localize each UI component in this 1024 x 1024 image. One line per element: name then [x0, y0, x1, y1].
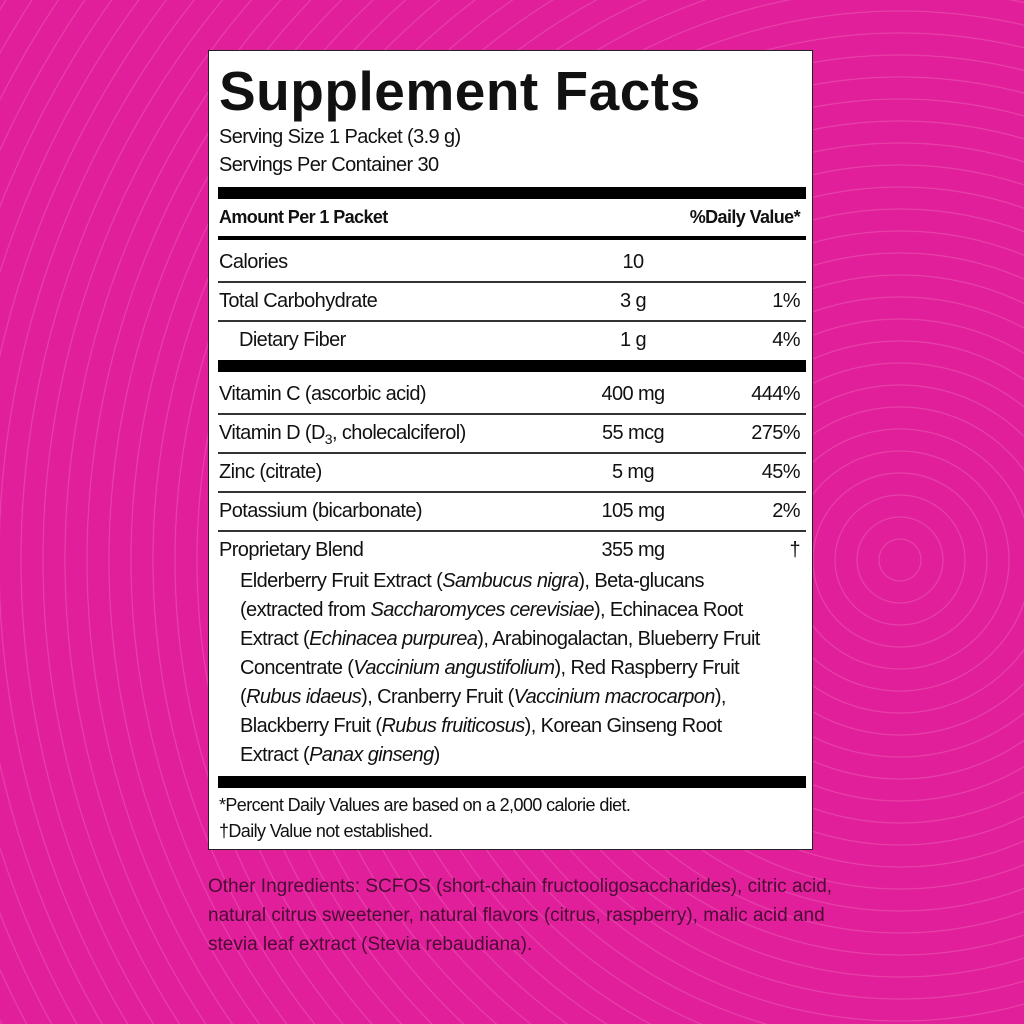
- serving-size: Serving Size 1 Packet (3.9 g): [219, 126, 461, 148]
- dv-header: %Daily Value*: [689, 207, 801, 227]
- nutrient-dv: 45%: [761, 461, 801, 483]
- ingredient-text: ), Red Raspberry Fruit: [554, 657, 740, 679]
- footnote-dv: *Percent Daily Values are based on a 2,0…: [219, 795, 631, 815]
- ingredient-text: (extracted from: [240, 599, 371, 621]
- row-divider: [218, 491, 806, 493]
- nutrient-amount: 10: [622, 251, 644, 273]
- name-part: Vitamin D (D: [219, 422, 325, 444]
- servings-per-container: Servings Per Container 30: [219, 154, 439, 176]
- nutrient-name: Potassium (bicarbonate): [219, 500, 423, 522]
- medium-divider: [218, 236, 806, 240]
- row-divider: [218, 452, 806, 454]
- ingredient-text: Elderberry Fruit Extract (: [240, 570, 443, 592]
- nutrient-name: Zinc (citrate): [219, 461, 322, 483]
- latin-name: Saccharomyces cerevisiae: [370, 599, 594, 621]
- latin-name: Rubus idaeus: [246, 686, 362, 708]
- nutrient-amount: 105 mg: [601, 500, 665, 522]
- nutrient-amount: 355 mg: [601, 539, 665, 561]
- nutrient-name: Calories: [219, 251, 288, 273]
- ingredient-text: ), Korean Ginseng Root: [524, 715, 723, 737]
- supplement-facts-panel: Supplement Facts Serving Size 1 Packet (…: [208, 50, 813, 850]
- nutrient-dv: 2%: [772, 500, 800, 522]
- row-divider: [218, 320, 806, 322]
- blend-line: Blackberry Fruit (Rubus fruiticosus), Ko…: [240, 712, 760, 741]
- nutrient-dv: 4%: [772, 329, 800, 351]
- nutrient-name: Total Carbohydrate: [219, 290, 378, 312]
- blend-line: Extract (Panax ginseng): [240, 741, 760, 770]
- blend-line: Elderberry Fruit Extract (Sambucus nigra…: [240, 567, 760, 596]
- nutrient-amount: 55 mcg: [602, 422, 665, 444]
- ingredient-text: ), Echinacea Root: [593, 599, 743, 621]
- thick-divider: [218, 360, 806, 372]
- row-divider: [218, 281, 806, 283]
- latin-name: Rubus fruiticosus: [381, 715, 525, 737]
- latin-name: Sambucus nigra: [442, 570, 579, 592]
- ingredient-text: Blackberry Fruit (: [240, 715, 382, 737]
- nutrient-amount: 400 mg: [601, 383, 665, 405]
- thick-divider: [218, 776, 806, 788]
- thick-divider: [218, 187, 806, 199]
- blend-ingredients: Elderberry Fruit Extract (Sambucus nigra…: [240, 567, 760, 770]
- ingredient-text: ): [433, 744, 441, 766]
- nutrient-name: Dietary Fiber: [239, 329, 346, 351]
- latin-name: Echinacea purpurea: [309, 628, 478, 650]
- blend-line: Concentrate (Vaccinium angustifolium), R…: [240, 654, 760, 683]
- latin-name: Vaccinium macrocarpon: [513, 686, 716, 708]
- nutrient-name: Proprietary Blend: [219, 539, 364, 561]
- nutrient-amount: 3 g: [619, 290, 647, 312]
- nutrient-dv: 275%: [751, 422, 800, 444]
- ingredient-text: ), Beta-glucans: [578, 570, 704, 592]
- ingredient-text: Concentrate (: [240, 657, 354, 679]
- nutrient-name: Vitamin D (D3, cholecalciferol): [219, 422, 466, 447]
- footnote-dagger: †Daily Value not established.: [219, 821, 433, 841]
- nutrient-dv: 444%: [751, 383, 800, 405]
- latin-name: Vaccinium angustifolium: [353, 657, 555, 679]
- nutrient-name: Vitamin C (ascorbic acid): [219, 383, 427, 405]
- ingredient-text: ), Cranberry Fruit (: [361, 686, 514, 708]
- panel-title: Supplement Facts: [219, 60, 701, 122]
- blend-line: (Rubus idaeus), Cranberry Fruit (Vaccini…: [240, 683, 760, 712]
- ingredient-text: Extract (: [240, 628, 310, 650]
- amount-header: Amount Per 1 Packet: [219, 207, 388, 227]
- row-divider: [218, 413, 806, 415]
- name-part: , cholecalciferol): [331, 422, 466, 444]
- ingredient-text: ),: [714, 686, 727, 708]
- ingredient-text: (: [240, 686, 247, 708]
- blend-line: (extracted from Saccharomyces cerevisiae…: [240, 596, 760, 625]
- subscript: 3: [324, 431, 333, 447]
- other-ingredients: Other Ingredients: SCFOS (short-chain fr…: [208, 876, 833, 955]
- nutrient-dv: 1%: [772, 290, 800, 312]
- nutrient-amount: 1 g: [619, 329, 647, 351]
- blend-line: Extract (Echinacea purpurea), Arabinogal…: [240, 625, 760, 654]
- ingredient-text: ), Arabinogalactan, Blueberry Fruit: [477, 628, 760, 650]
- nutrient-amount: 5 mg: [611, 461, 655, 483]
- row-divider: [218, 530, 806, 532]
- nutrient-dv: †: [789, 539, 800, 561]
- latin-name: Panax ginseng: [309, 744, 434, 766]
- ingredient-text: Extract (: [240, 744, 310, 766]
